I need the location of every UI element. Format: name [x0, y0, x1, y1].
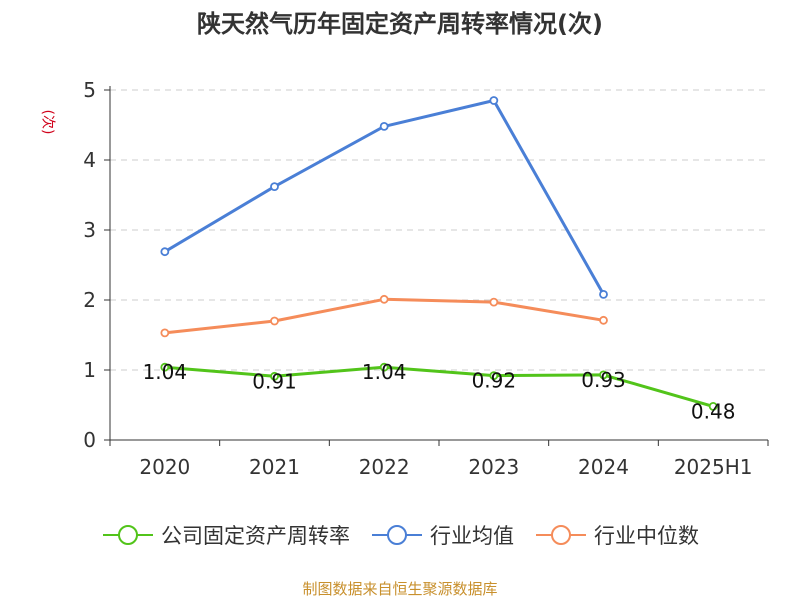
data-point-industry-mean	[270, 182, 279, 192]
x-tick-label: 2020	[139, 455, 190, 479]
series-line-industry-median	[164, 297, 604, 335]
x-tick-label: 2021	[249, 455, 300, 479]
x-tick-label: 2025H1	[674, 455, 753, 479]
chart-legend: 公司固定资产周转率 行业均值 行业中位数	[0, 520, 800, 550]
y-tick-label: 2	[83, 288, 96, 312]
data-point-industry-median	[160, 328, 170, 338]
data-point-industry-mean	[160, 247, 170, 257]
data-point-company-turnover	[708, 401, 718, 411]
data-point-industry-mean	[379, 122, 389, 131]
legend-item-company[interactable]: 公司固定资产周转率	[101, 520, 350, 550]
legend-label-industry-mean: 行业均值	[430, 524, 514, 548]
data-point-industry-mean	[599, 289, 608, 299]
legend-marker-industry-mean	[372, 525, 422, 545]
series-line-company-turnover	[164, 365, 714, 408]
data-label: 0.93	[581, 368, 626, 392]
y-tick-label: 4	[83, 148, 96, 172]
data-point-company-turnover	[160, 362, 170, 372]
legend-label-industry-median: 行业中位数	[594, 524, 699, 548]
y-tick-label: 3	[83, 218, 96, 242]
y-tick-label: 0	[83, 428, 96, 452]
legend-item-industry-mean[interactable]: 行业均值	[370, 520, 514, 550]
data-point-company-turnover	[489, 371, 499, 381]
x-tick-label: 2024	[578, 455, 629, 479]
data-point-industry-median	[599, 315, 608, 325]
data-point-industry-median	[489, 297, 499, 307]
data-point-industry-median	[379, 294, 389, 304]
data-point-company-turnover	[599, 370, 608, 380]
data-label: 1.04	[362, 360, 407, 384]
data-point-company-turnover	[270, 371, 279, 381]
chart-title: 陕天然气历年固定资产周转率情况(次)	[197, 10, 603, 38]
legend-marker-company	[103, 525, 153, 545]
data-label: 1.04	[143, 360, 188, 384]
x-tick-label: 2023	[468, 455, 519, 479]
data-point-company-turnover	[379, 362, 389, 372]
data-point-industry-mean	[489, 96, 499, 105]
legend-label-company: 公司固定资产周转率	[161, 524, 350, 548]
legend-marker-industry-median	[536, 525, 586, 545]
data-label: 0.91	[252, 369, 297, 393]
y-tick-label: 5	[83, 78, 96, 102]
x-tick-label: 2022	[359, 455, 410, 479]
data-point-industry-median	[270, 316, 279, 326]
y-tick-label: 1	[83, 358, 96, 382]
data-source-note: 制图数据来自恒生聚源数据库	[302, 580, 498, 598]
data-label: 0.92	[472, 369, 517, 393]
legend-item-industry-median[interactable]: 行业中位数	[534, 520, 699, 550]
data-label: 0.48	[691, 399, 736, 423]
